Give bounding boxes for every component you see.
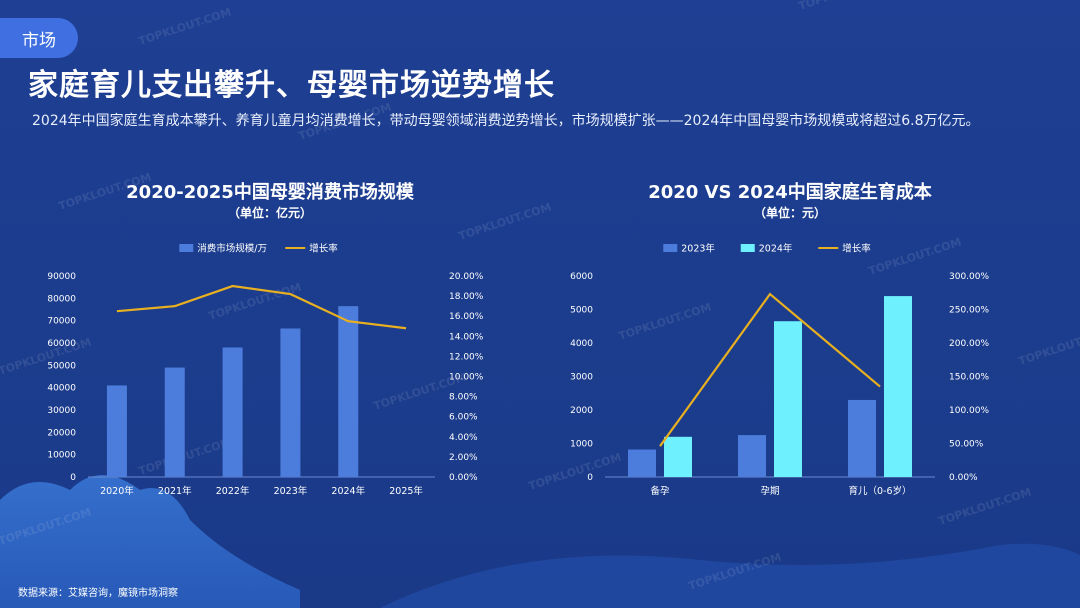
y-right-tick-label: 100.00%	[949, 406, 989, 416]
y-left-tick-label: 2000	[570, 406, 593, 416]
y-right-tick-label: 6.00%	[449, 413, 478, 423]
legend-swatch	[663, 244, 678, 252]
legend-label: 消费市场规模/万	[197, 243, 267, 255]
y-left-tick-label: 0	[587, 473, 593, 483]
y-right-tick-label: 250.00%	[949, 306, 989, 316]
y-right-tick-label: 8.00%	[449, 393, 478, 403]
y-left-tick-label: 0	[70, 473, 76, 483]
page-title: 家庭育儿支出攀升、母婴市场逆势增长	[28, 68, 555, 103]
y-right-tick-label: 10.00%	[449, 373, 484, 383]
y-left-tick-label: 40000	[47, 384, 76, 394]
y-right-tick-label: 16.00%	[449, 312, 484, 322]
chart1-title: 2020-2025中国母婴消费市场规模	[126, 182, 414, 203]
y-left-tick-label: 10000	[47, 451, 76, 461]
y-right-tick-label: 4.00%	[449, 433, 478, 443]
y-right-tick-label: 14.00%	[449, 332, 484, 342]
bar	[164, 367, 185, 477]
y-left-tick-label: 90000	[47, 272, 76, 282]
cloud-decoration	[0, 475, 300, 608]
y-left-tick-label: 60000	[47, 339, 76, 349]
legend-label: 2024年	[759, 243, 793, 255]
y-left-tick-label: 30000	[47, 406, 76, 416]
y-left-tick-label: 4000	[570, 339, 593, 349]
y-left-tick-label: 20000	[47, 428, 76, 438]
x-tick-label: 育儿（0-6岁）	[848, 485, 911, 497]
bar	[848, 399, 876, 477]
y-left-tick-label: 50000	[47, 361, 76, 371]
legend-label: 增长率	[309, 243, 338, 255]
data-source: 数据来源：艾媒咨询，魔镜市场洞察	[18, 588, 178, 599]
chart2-unit: （单位：元）	[753, 206, 826, 220]
bar	[106, 385, 127, 477]
y-right-tick-label: 18.00%	[449, 292, 484, 302]
section-tag: 市场	[0, 18, 78, 58]
bar	[338, 306, 359, 477]
chart2-title: 2020 VS 2024中国家庭生育成本	[648, 182, 932, 203]
y-left-tick-label: 5000	[570, 306, 593, 316]
y-right-tick-label: 150.00%	[949, 373, 989, 383]
x-tick-label: 2022年	[216, 485, 250, 497]
page-subtitle: 2024年中国家庭生育成本攀升、养育儿童月均消费增长，带动母婴领域消费逆势增长，…	[32, 113, 980, 129]
y-right-tick-label: 0.00%	[449, 473, 478, 483]
x-tick-label: 2020年	[100, 485, 134, 497]
legend-swatch	[179, 244, 194, 252]
y-left-tick-label: 6000	[570, 272, 593, 282]
y-left-tick-label: 70000	[47, 317, 76, 327]
legend-label: 增长率	[842, 243, 871, 255]
x-tick-label: 2023年	[274, 485, 308, 497]
y-left-tick-label: 3000	[570, 373, 593, 383]
y-right-tick-label: 50.00%	[949, 440, 984, 450]
legend-label: 2023年	[681, 243, 715, 255]
y-left-tick-label: 1000	[570, 440, 593, 450]
bar	[774, 321, 802, 477]
bar	[280, 328, 301, 477]
chart1-market-size: 0 10000 20000 30000 40000 50000 60000 70000 8000…	[47, 243, 484, 498]
bar	[738, 435, 766, 477]
bar	[664, 436, 692, 477]
legend-swatch	[740, 244, 755, 252]
x-tick-label: 2024年	[331, 485, 365, 497]
y-right-tick-label: 12.00%	[449, 352, 484, 362]
x-tick-label: 备孕	[650, 485, 670, 497]
y-right-tick-label: 0.00%	[949, 473, 978, 483]
chart1-unit: （单位：亿元）	[227, 206, 312, 220]
x-tick-label: 2021年	[158, 485, 192, 497]
bar	[884, 296, 912, 477]
growth-rate-line	[659, 292, 881, 447]
y-right-tick-label: 200.00%	[949, 339, 989, 349]
x-tick-label: 2025年	[389, 485, 423, 497]
bar	[222, 347, 243, 477]
growth-rate-line	[116, 284, 407, 330]
x-tick-label: 孕期	[760, 486, 779, 497]
chart2-birth-cost: 0 1000 2000 3000 4000 5000 6000 0.00% 50.00% 100.…	[570, 243, 989, 498]
bar	[628, 449, 656, 477]
y-left-tick-label: 80000	[47, 294, 76, 304]
y-right-tick-label: 2.00%	[449, 453, 478, 463]
y-right-tick-label: 300.00%	[949, 272, 989, 282]
y-right-tick-label: 20.00%	[449, 272, 484, 282]
